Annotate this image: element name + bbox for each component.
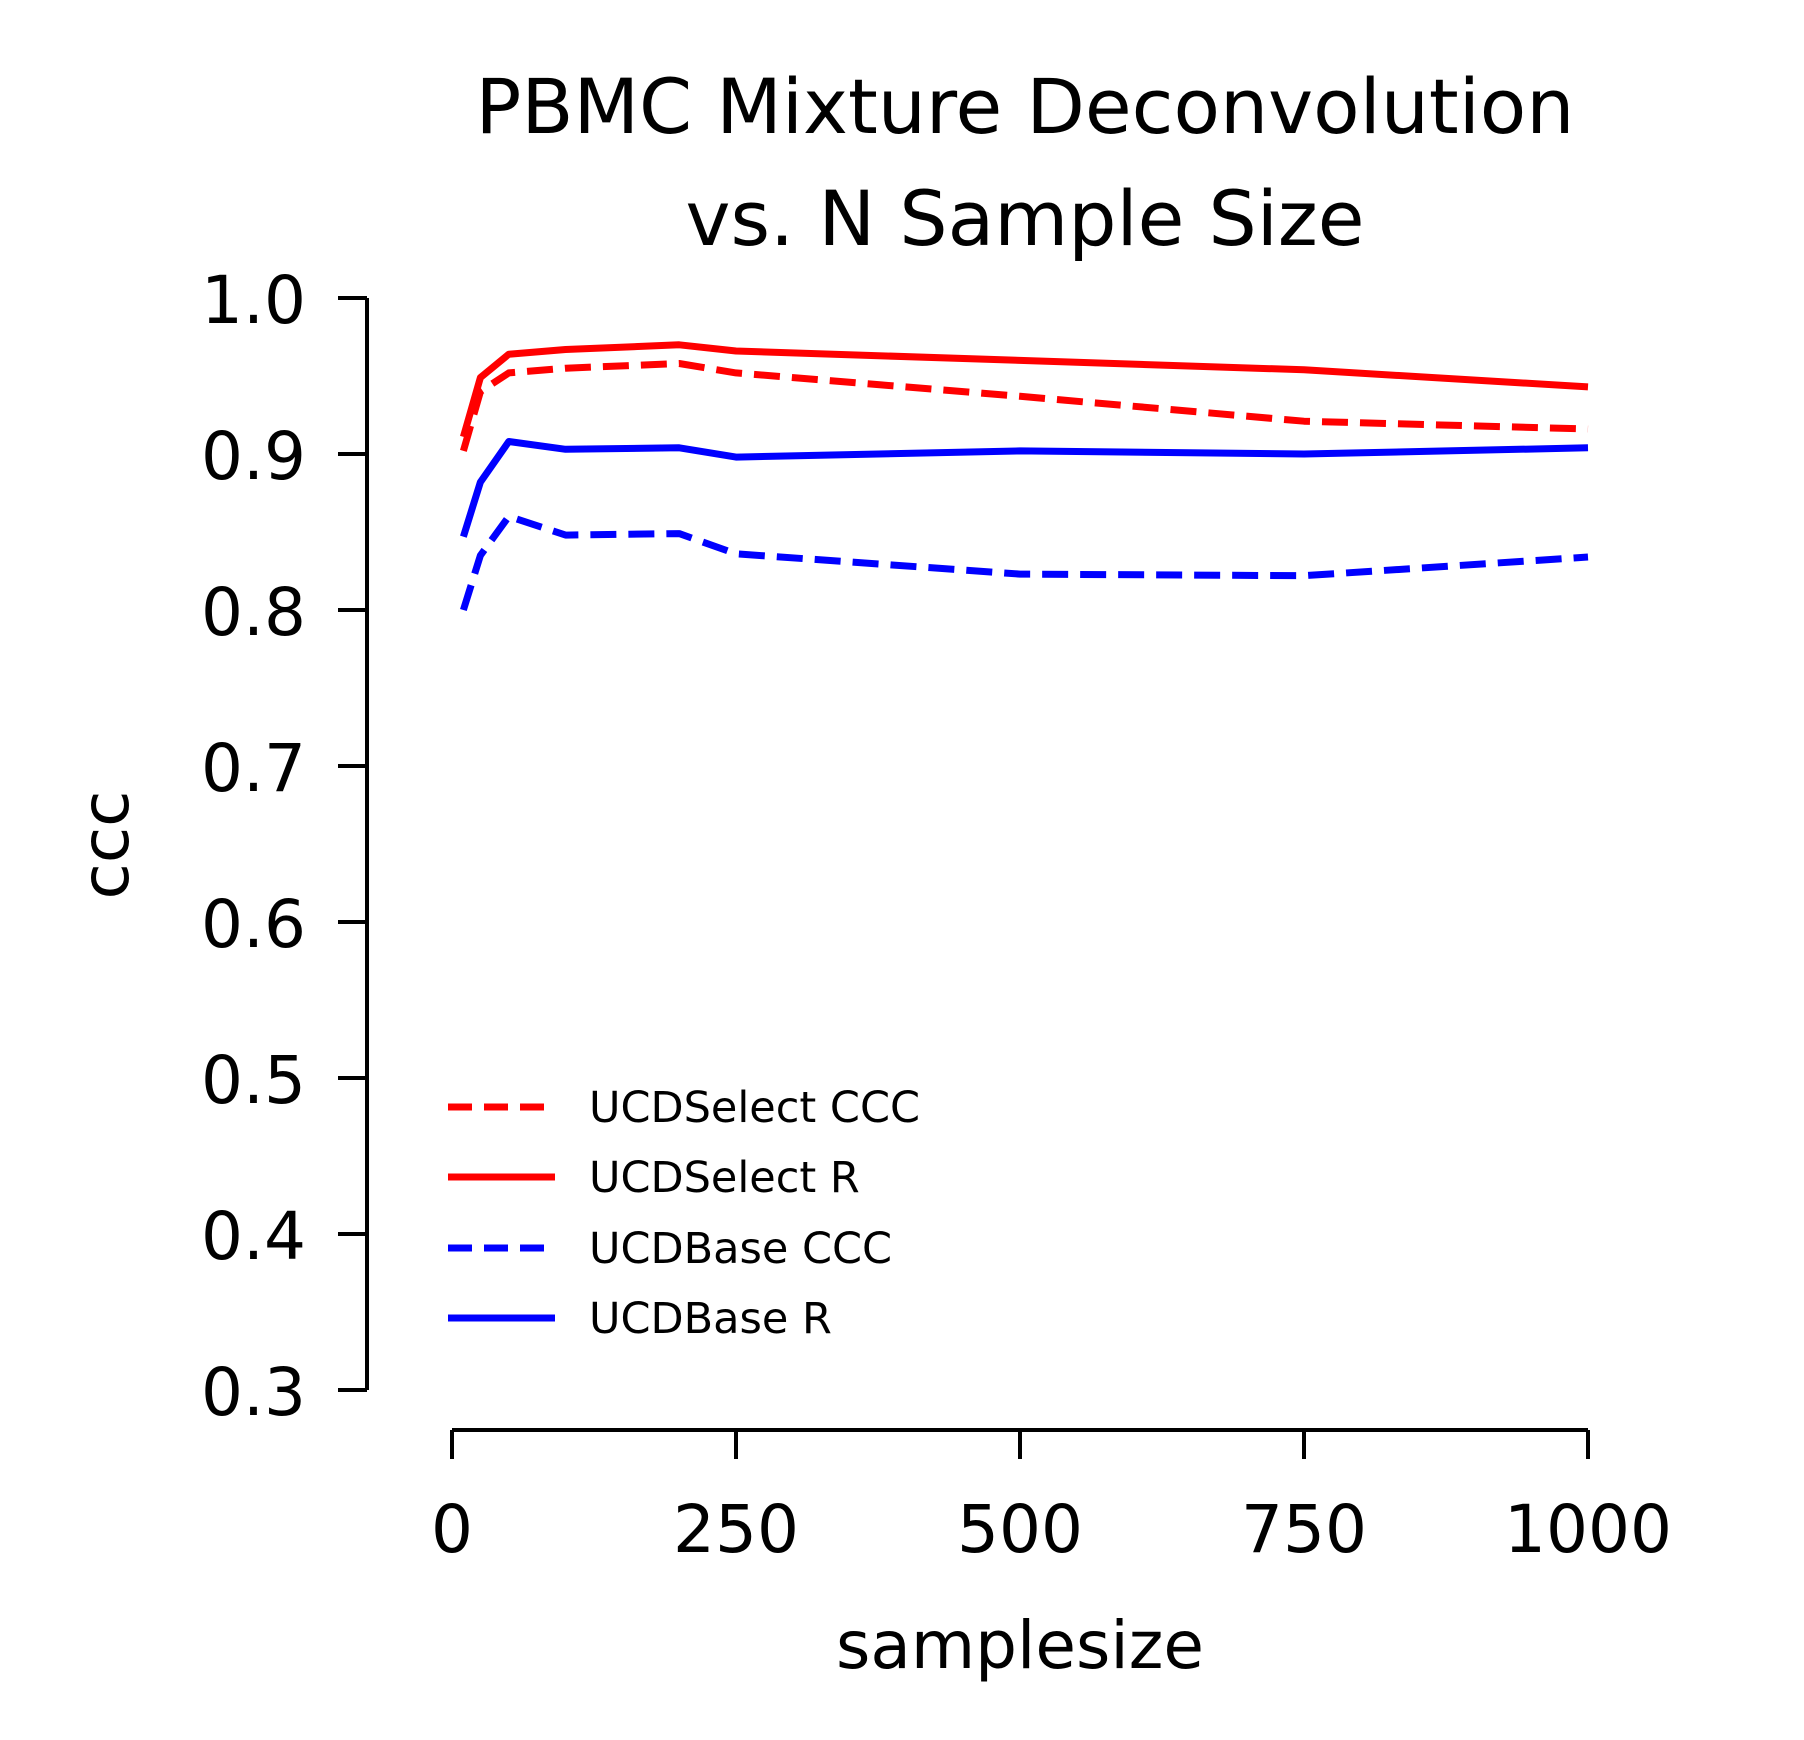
series-layer [460,341,1589,612]
legend: UCDSelect CCC UCDSelect R UCDBase CCC UCDBa… [448,1083,920,1344]
y-axis: 0.3 0.4 0.5 0.6 0.7 0.8 0.9 1.0 [201,262,369,1431]
legend-label: UCDSelect R [589,1153,860,1203]
y-tick-label: 0.3 [201,1354,306,1431]
chart-title: PBMC Mixture Deconvolution vs. N Sample … [476,62,1575,263]
y-tick-label: 0.6 [201,886,306,963]
y-tick-label: 0.9 [201,418,306,495]
series-line-ucdselect-r [460,341,1589,438]
x-tick-label: 500 [957,1491,1083,1568]
y-axis-label: ccc [67,791,144,900]
y-tick-label: 0.7 [201,730,306,807]
legend-label: UCDBase CCC [589,1224,892,1274]
series-line-ucdselect-ccc [460,360,1589,452]
y-tick-label: 0.5 [201,1042,306,1119]
x-tick-label: 0 [431,1491,473,1568]
legend-label: UCDSelect CCC [589,1083,920,1133]
chart-title-line-2: vs. N Sample Size [685,174,1364,263]
y-tick-label: 1.0 [201,262,306,339]
x-axis-label: samplesize [836,1607,1204,1684]
x-tick-label: 250 [673,1491,799,1568]
chart-title-line-1: PBMC Mixture Deconvolution [476,62,1575,151]
x-tick-label: 750 [1241,1491,1367,1568]
legend-label: UCDBase R [589,1294,832,1344]
x-tick-label: 1000 [1504,1491,1672,1568]
x-axis: 0 250 500 750 1000 [431,1428,1672,1568]
series-line-ucdbase-r [460,438,1589,538]
y-tick-label: 0.4 [201,1198,306,1275]
y-tick-label: 0.8 [201,574,306,651]
series-line-ucdbase-ccc [460,512,1589,612]
